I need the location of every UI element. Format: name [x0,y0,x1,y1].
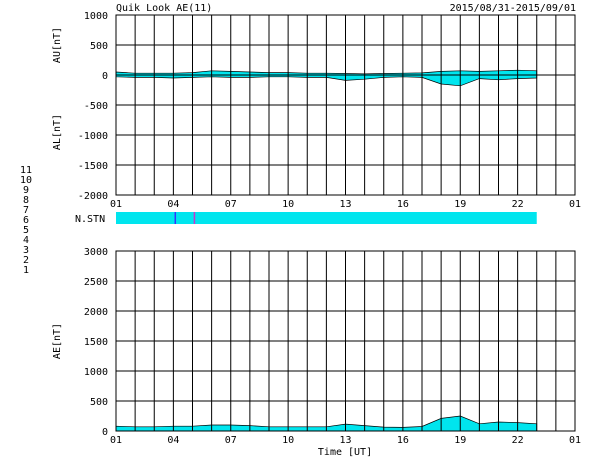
au-al-panel: 1000 500 0 -500 -1000 -1500 -2000 01 04 07 10 13 16… [52,11,581,210]
station-legend-number: 5 [23,225,29,236]
au-al-ytick-label: -500 [84,101,108,112]
au-al-ytick-label: 1000 [84,11,108,22]
au-al-xtick-label: 16 [397,199,409,210]
ae-panel: 3000 2500 2000 1500 1000 500 0 01 04 07 10 13 16 19 2… [52,247,581,458]
station-legend-number: 11 [20,165,32,176]
ae-xtick-label: 10 [282,435,294,446]
station-legend-number: 1 [23,265,29,276]
au-al-xtick-label: 04 [167,199,179,210]
ae-xtick-label: 04 [167,435,179,446]
ae-axis-label: AE[nT] [52,323,63,359]
au-al-ytick-label: -2000 [78,191,108,202]
ae-xtick-label: 19 [454,435,466,446]
figure-title: Quik Look AE(11) [116,3,212,14]
ae-xtick-label: 22 [512,435,524,446]
ae-xtick-label: 07 [225,435,237,446]
au-al-xtick-label: 13 [339,199,351,210]
time-axis-label: Time [UT] [318,447,372,458]
station-legend-number: 2 [23,255,29,266]
au-al-xtick-label: 07 [225,199,237,210]
ae-xtick-label: 01 [110,435,122,446]
au-al-ytick-label: 500 [90,41,108,52]
au-al-ytick-label: 0 [102,71,108,82]
au-al-xtick-label: 22 [512,199,524,210]
au-al-xtick-label: 01 [110,199,122,210]
station-legend-number: 9 [23,185,29,196]
au-al-xtick-label: 10 [282,199,294,210]
station-legend-number: 4 [23,235,29,246]
ae-ytick-label: 3000 [84,247,108,258]
ae-ytick-label: 1500 [84,337,108,348]
au-al-xtick-label: 01 [569,199,581,210]
ae-ytick-label: 2000 [84,307,108,318]
au-al-xtick-label: 19 [454,199,466,210]
station-legend-number: 10 [20,175,32,186]
station-legend-number: 6 [23,215,29,226]
au-al-ytick-label: -1500 [78,161,108,172]
station-legend-number: 8 [23,195,29,206]
ae-xtick-label: 01 [569,435,581,446]
ae-xtick-label: 16 [397,435,409,446]
date-range: 2015/08/31-2015/09/01 [450,3,576,14]
ae-xtick-label: 13 [339,435,351,446]
au-axis-label: AU[nT] [52,27,63,63]
station-count-label: N.STN [75,214,105,225]
ae-ytick-label: 0 [102,427,108,438]
ae-area [115,415,538,432]
al-axis-label: AL[nT] [52,114,63,150]
ae-ytick-label: 1000 [84,367,108,378]
ae-plot-frame [115,250,576,432]
station-legend-number: 3 [23,245,29,256]
au-al-ytick-label: -1000 [78,131,108,142]
au-al-plot-frame [115,14,576,196]
station-legend-number: 7 [23,205,29,216]
ae-ytick-label: 2500 [84,277,108,288]
ae-ytick-label: 500 [90,397,108,408]
station-count-bar [116,212,537,224]
